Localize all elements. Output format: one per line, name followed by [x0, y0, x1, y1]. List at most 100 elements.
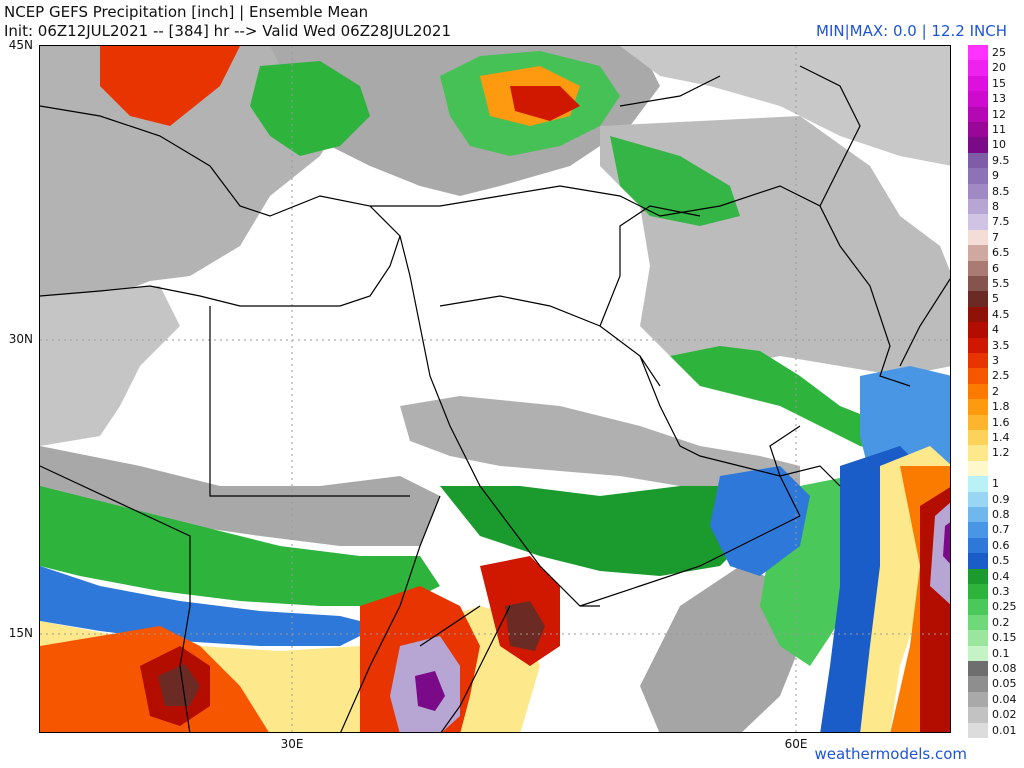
- legend-swatch: [968, 507, 988, 523]
- legend-label: 3: [992, 354, 999, 367]
- legend-swatch: [968, 229, 988, 246]
- credit-link[interactable]: weathermodels.com: [814, 745, 967, 763]
- legend-item: 20: [968, 60, 1024, 76]
- legend-label: 9.5: [992, 153, 1010, 167]
- lat-label-45n: 45N: [8, 38, 33, 52]
- legend-label: 1.8: [992, 400, 1010, 414]
- legend-item: 0.04: [968, 691, 1024, 708]
- legend-item: 7.5: [968, 214, 1024, 230]
- gray-field-caspian: [620, 46, 950, 166]
- legend-item: 5: [968, 291, 1024, 307]
- legend-label: 20: [992, 61, 1006, 75]
- legend-item: 0.02: [968, 707, 1024, 723]
- legend-swatch: [968, 152, 988, 169]
- legend-item: 0.05: [968, 676, 1024, 692]
- legend-item: 0.25: [968, 599, 1024, 615]
- legend-swatch: [968, 553, 988, 569]
- legend-item: 0.01: [968, 722, 1024, 738]
- legend-label: 0.02: [992, 708, 1017, 722]
- legend-label: 0.6: [992, 538, 1010, 552]
- map-title: NCEP GEFS Precipitation [inch] | Ensembl…: [4, 3, 369, 21]
- legend-item: 6: [968, 260, 1024, 276]
- legend-label: 6: [992, 261, 999, 275]
- legend-swatch: [968, 445, 988, 461]
- legend-item: 0.4: [968, 568, 1024, 584]
- legend-swatch: [968, 614, 988, 631]
- legend-item: 25: [968, 45, 1024, 61]
- legend-item: 3.5: [968, 337, 1024, 353]
- legend-item: 9.5: [968, 152, 1024, 169]
- legend-label: 0.08: [992, 662, 1017, 675]
- legend-swatch: [968, 645, 988, 661]
- legend-label: 15: [992, 76, 1006, 90]
- green-band-caucasus: [610, 136, 740, 226]
- brown-core-west-africa: [158, 664, 200, 706]
- legend-swatch: [968, 568, 988, 584]
- legend-item: 0.1: [968, 645, 1024, 661]
- legend-item: 13: [968, 91, 1024, 107]
- legend-swatch: [968, 353, 988, 369]
- legend-label: 0.5: [992, 554, 1010, 568]
- legend-swatch: [968, 491, 988, 507]
- lon-label-30e: 30E: [280, 737, 304, 751]
- legend-swatch: [968, 537, 988, 554]
- green-band-zagros: [670, 346, 900, 456]
- legend-swatch: [968, 368, 988, 384]
- legend-label: 8.5: [992, 184, 1010, 198]
- lat-label-15n: 15N: [8, 626, 33, 640]
- legend-item: 4: [968, 322, 1024, 338]
- legend-label: 6.5: [992, 246, 1010, 260]
- legend-item: 15: [968, 75, 1024, 92]
- legend-item: 6.5: [968, 245, 1024, 261]
- legend-label: 0.05: [992, 677, 1017, 691]
- legend-label: 0.8: [992, 508, 1010, 521]
- legend-swatch: [968, 260, 988, 276]
- legend-label: 0.4: [992, 569, 1010, 583]
- legend-label: 2: [992, 384, 999, 398]
- legend-label: 12: [992, 107, 1006, 121]
- legend-label: 11: [992, 123, 1006, 136]
- legend-item: 1.6: [968, 414, 1024, 430]
- lat-label-30n: 30N: [8, 332, 33, 346]
- legend-swatch: [968, 106, 988, 122]
- legend-item: 0.8: [968, 507, 1024, 523]
- legend-item: 5.5: [968, 276, 1024, 292]
- legend-swatch: [968, 522, 988, 538]
- legend-item: 1.4: [968, 430, 1024, 446]
- legend-label: 0.1: [992, 646, 1010, 660]
- legend-swatch: [968, 722, 988, 738]
- legend-label: 0.2: [992, 615, 1010, 629]
- green-band-yemen: [440, 486, 760, 576]
- legend-label: 0.9: [992, 492, 1010, 506]
- legend-label: 1: [992, 477, 999, 491]
- legend-item: 4.5: [968, 306, 1024, 323]
- legend-label: 1.6: [992, 415, 1010, 429]
- legend-swatch: [968, 460, 988, 477]
- legend-label: 5.5: [992, 277, 1010, 290]
- legend-item: 8: [968, 199, 1024, 215]
- legend-label: 4: [992, 323, 999, 337]
- legend-label: 0.3: [992, 585, 1010, 598]
- legend-swatch: [968, 399, 988, 415]
- legend-swatch: [968, 276, 988, 292]
- legend-swatch: [968, 707, 988, 723]
- legend-item: 0.2: [968, 614, 1024, 631]
- legend-label: 2.5: [992, 369, 1010, 383]
- legend-label: 5: [992, 292, 999, 306]
- legend-swatch: [968, 599, 988, 615]
- legend-swatch: [968, 183, 988, 199]
- legend-item: 12: [968, 106, 1024, 122]
- violet-core-arabian-sea: [943, 522, 950, 564]
- legend-swatch: [968, 306, 988, 323]
- legend-item: 8.5: [968, 183, 1024, 199]
- legend-item: 0.7: [968, 522, 1024, 538]
- gray-field-arabia: [400, 396, 800, 496]
- legend-label: 0.7: [992, 523, 1010, 537]
- gray-field-arabian-sea: [640, 566, 800, 732]
- legend-swatch: [968, 476, 988, 492]
- legend-swatch: [968, 168, 988, 184]
- country-borders: [40, 65, 950, 732]
- legend-label: 7: [992, 230, 999, 244]
- legend-swatch: [968, 75, 988, 92]
- blue-band-sahel: [40, 566, 380, 646]
